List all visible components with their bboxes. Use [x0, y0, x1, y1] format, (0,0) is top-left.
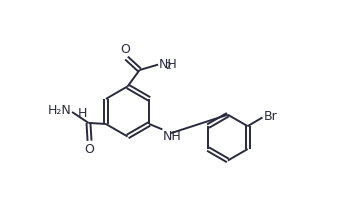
Text: O: O: [84, 143, 95, 156]
Text: NH: NH: [159, 58, 177, 71]
Text: NH: NH: [163, 130, 182, 143]
Text: Br: Br: [263, 110, 277, 123]
Text: H₂N: H₂N: [47, 104, 71, 117]
Text: O: O: [120, 43, 130, 56]
Text: H: H: [77, 107, 87, 120]
Text: 2: 2: [166, 62, 171, 71]
